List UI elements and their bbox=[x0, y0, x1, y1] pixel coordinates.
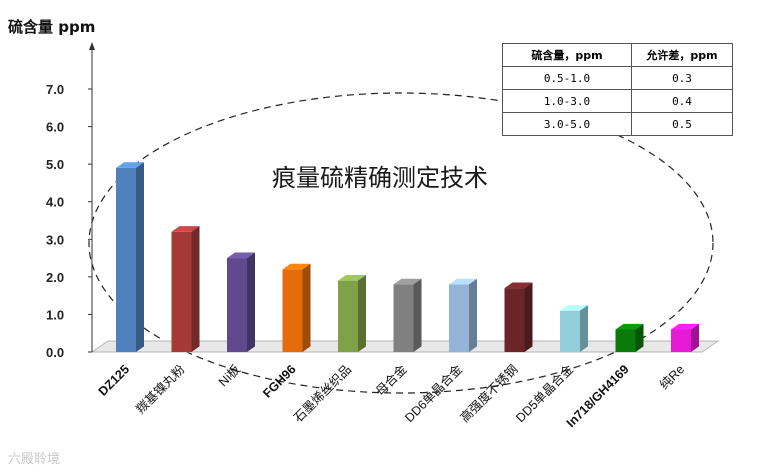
table-row: 3.0-5.0 0.5 bbox=[502, 112, 733, 136]
table-cell: 3.0-5.0 bbox=[502, 112, 632, 136]
y-tick-label: 6.0 bbox=[46, 120, 64, 135]
table-header-row: 硫含量，ppm 允许差，ppm bbox=[502, 43, 733, 67]
bar-side bbox=[691, 323, 699, 352]
bar bbox=[560, 310, 580, 352]
bar-side bbox=[136, 162, 144, 352]
table-cell: 0.5-1.0 bbox=[502, 66, 632, 90]
bar-top bbox=[504, 282, 533, 289]
table-header: 允许差，ppm bbox=[631, 43, 733, 67]
bar-side bbox=[635, 323, 644, 352]
bar-top bbox=[282, 263, 311, 270]
x-tick-label: Ni板 bbox=[216, 362, 243, 389]
y-tick-label: 1.0 bbox=[46, 307, 64, 322]
table-header: 硫含量，ppm bbox=[502, 43, 632, 67]
bar-top bbox=[393, 278, 422, 285]
bar-side bbox=[302, 263, 311, 352]
table-cell: 1.0-3.0 bbox=[502, 89, 632, 113]
bar bbox=[393, 284, 414, 352]
y-tick-label: 2.0 bbox=[46, 270, 64, 285]
bar-side bbox=[580, 305, 588, 352]
table-cell: 0.3 bbox=[631, 66, 733, 90]
y-tick-label: 5.0 bbox=[46, 157, 64, 172]
y-tick-label: 0.0 bbox=[46, 345, 64, 360]
table-cell: 0.5 bbox=[631, 112, 733, 136]
bar-top bbox=[449, 278, 477, 285]
bar-top bbox=[560, 305, 588, 311]
bar-top bbox=[338, 275, 366, 281]
x-tick-label: 高强度不锈钢 bbox=[457, 362, 521, 426]
bar-top bbox=[671, 323, 699, 330]
highlight-ellipse bbox=[88, 92, 714, 394]
x-tick-label: 石墨烯丝织品 bbox=[291, 362, 354, 425]
bar bbox=[116, 167, 136, 352]
table-cell: 0.4 bbox=[631, 89, 733, 113]
y-tick-label: 3.0 bbox=[46, 232, 64, 247]
bar-top bbox=[171, 226, 200, 232]
bar bbox=[671, 329, 691, 352]
bar bbox=[171, 231, 192, 352]
y-tick-label: 4.0 bbox=[46, 195, 64, 210]
bar bbox=[504, 288, 525, 352]
x-tick-label: 母合金 bbox=[372, 361, 409, 398]
bar bbox=[615, 329, 636, 352]
bar-side bbox=[413, 278, 422, 352]
bar-top bbox=[615, 323, 644, 330]
bar-side bbox=[469, 278, 477, 352]
bar bbox=[282, 269, 303, 352]
y-axis-label: 硫含量 ppm bbox=[8, 18, 96, 36]
x-tick-label: FGH96 bbox=[260, 362, 298, 400]
x-tick-label: 纯Re bbox=[657, 362, 687, 392]
watermark-text: 六殿聆境 bbox=[8, 452, 61, 467]
bar-side bbox=[191, 226, 200, 352]
y-axis-arrow bbox=[89, 42, 95, 50]
chart-annotation: 痕量硫精确测定技术 bbox=[272, 164, 488, 192]
bar-top bbox=[116, 162, 144, 168]
table-row: 0.5-1.0 0.3 bbox=[502, 66, 733, 90]
x-tick-label: 羰基镍丸粉 bbox=[133, 361, 188, 416]
table-row: 1.0-3.0 0.4 bbox=[502, 89, 733, 113]
bar-side bbox=[524, 282, 533, 352]
bar bbox=[227, 258, 247, 352]
bar bbox=[338, 280, 358, 352]
bar-top bbox=[227, 252, 255, 259]
bar bbox=[449, 284, 469, 352]
tolerance-table: 硫含量，ppm 允许差，ppm 0.5-1.0 0.3 1.0-3.0 0.4 … bbox=[502, 43, 733, 136]
x-tick-label: DD5单晶合金 bbox=[512, 361, 576, 425]
y-tick-label: 7.0 bbox=[46, 82, 64, 97]
bar-side bbox=[358, 275, 366, 352]
bar-side bbox=[247, 252, 255, 352]
x-tick-label: DZ125 bbox=[96, 362, 132, 398]
